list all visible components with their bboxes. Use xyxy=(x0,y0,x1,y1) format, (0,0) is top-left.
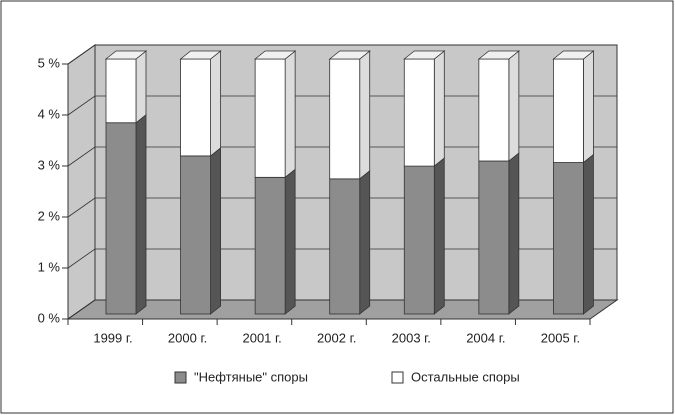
bar-side xyxy=(359,170,371,315)
bar xyxy=(478,58,510,162)
bar xyxy=(254,58,286,178)
bar-side xyxy=(135,113,147,315)
bar-side xyxy=(508,50,520,162)
legend-swatch xyxy=(174,371,187,384)
x-tick-label: 2005 г. xyxy=(541,330,580,345)
y-tick-label: 1 % xyxy=(38,259,61,274)
bar-side xyxy=(359,50,371,180)
bar xyxy=(254,176,286,315)
bar-side xyxy=(508,152,520,315)
bar xyxy=(403,58,435,167)
y-tick-label: 2 % xyxy=(38,208,61,223)
bar-top xyxy=(104,50,148,60)
x-tick-label: 2004 г. xyxy=(466,330,505,345)
bar xyxy=(105,58,137,124)
bar-side xyxy=(135,50,147,124)
x-tick-label: 2001 г. xyxy=(242,330,281,345)
bar-side xyxy=(433,157,445,315)
bar-side xyxy=(433,50,445,167)
bar xyxy=(180,155,211,315)
bar xyxy=(553,162,584,315)
grid-line xyxy=(67,44,617,65)
bar xyxy=(329,178,361,315)
bar-top xyxy=(552,50,595,60)
bar-top xyxy=(179,50,222,60)
bar xyxy=(105,122,137,315)
bar-top xyxy=(328,50,371,60)
bar-top xyxy=(477,50,520,60)
x-tick-label: 2000 г. xyxy=(168,330,207,345)
y-tick-label: 4 % xyxy=(38,106,61,121)
bar-side xyxy=(583,50,594,164)
bar-side xyxy=(583,153,594,315)
y-tick-label: 5 % xyxy=(38,55,61,70)
bar-top xyxy=(254,50,297,60)
bar-side xyxy=(210,147,221,315)
side-wall xyxy=(67,44,96,320)
bar xyxy=(329,58,361,180)
bar xyxy=(403,165,435,315)
bar-side xyxy=(284,168,296,315)
x-tick-label: 2002 г. xyxy=(317,330,356,345)
legend-label: Остальные споры xyxy=(411,369,520,384)
legend-swatch xyxy=(391,371,404,384)
legend-label: "Нефтяные" споры xyxy=(194,369,308,384)
bar-top xyxy=(403,50,446,60)
x-tick-label: 2003 г. xyxy=(392,330,431,345)
y-tick-label: 0 % xyxy=(38,310,61,325)
x-tick-label: 1999 г. xyxy=(93,330,132,345)
bar xyxy=(553,58,584,163)
bar-side xyxy=(210,50,221,157)
bar xyxy=(180,58,211,157)
bar-side xyxy=(284,50,296,179)
y-tick-label: 3 % xyxy=(38,157,61,172)
bar xyxy=(478,160,510,315)
